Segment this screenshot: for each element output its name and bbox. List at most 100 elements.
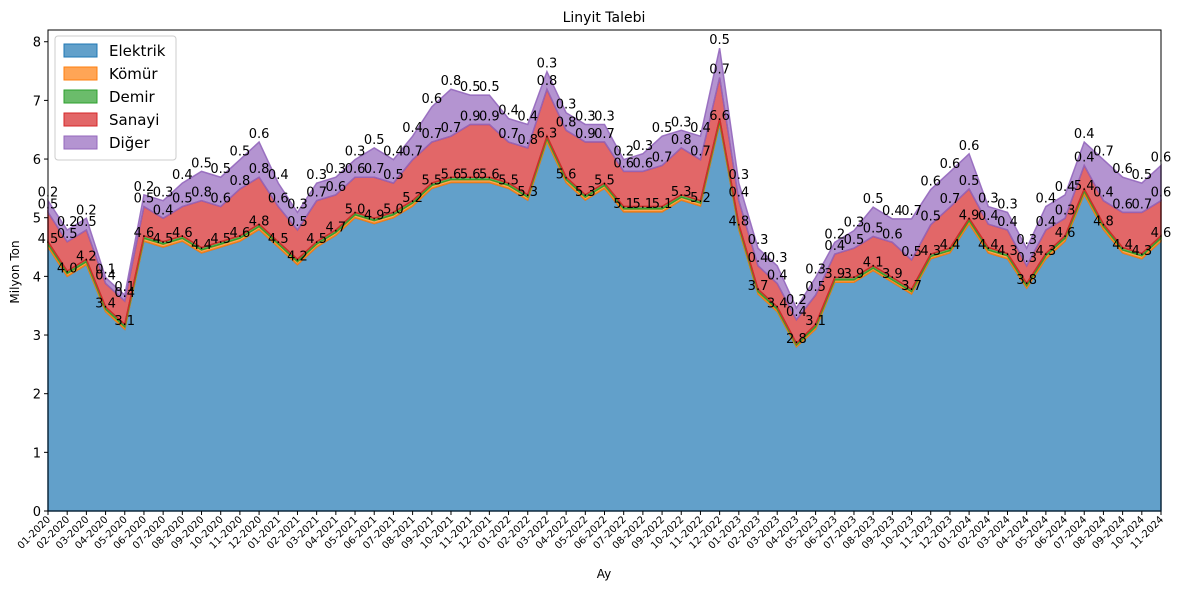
chart-title: Linyit Talebi — [563, 10, 646, 26]
data-label: 0.7 — [306, 186, 327, 201]
data-label: 0.5 — [863, 192, 884, 207]
data-label: 0.7 — [1131, 197, 1152, 212]
data-label: 0.3 — [306, 168, 327, 183]
data-label: 0.3 — [287, 197, 308, 212]
y-tick-label: 2 — [33, 388, 41, 403]
legend-label: Sanayi — [109, 111, 159, 129]
y-axis: 0 1 2 3 4 5 6 7 8 — [33, 36, 48, 520]
data-label: 0.5 — [652, 121, 673, 136]
data-label: 0.5 — [287, 215, 308, 230]
data-label: 0.3 — [978, 192, 999, 207]
data-label: 0.6 — [1112, 162, 1133, 177]
legend: Elektrik Kömür Demir Sanayi Diğer — [54, 35, 177, 161]
data-label: 0.5 — [901, 245, 922, 260]
y-tick-label: 1 — [33, 446, 41, 461]
data-label: 5.5 — [594, 173, 615, 188]
data-label: 0.7 — [652, 151, 673, 166]
data-label: 0.5 — [134, 192, 155, 207]
y-tick-label: 4 — [33, 270, 41, 285]
data-label: 0.8 — [537, 74, 558, 89]
legend-label: Demir — [109, 88, 156, 106]
legend-swatch — [63, 135, 98, 150]
data-label: 0.4 — [767, 268, 788, 283]
legend-swatch — [63, 112, 98, 127]
data-label: 4.3 — [1036, 244, 1057, 259]
data-label: 0.4 — [114, 286, 135, 301]
data-label: 0.8 — [517, 133, 538, 148]
data-label: 0.5 — [479, 80, 500, 95]
data-label: 4.4 — [940, 238, 961, 253]
data-label: 0.3 — [748, 233, 769, 248]
legend-label: Elektrik — [109, 42, 166, 60]
data-label: 0.7 — [421, 127, 442, 142]
data-label: 5.3 — [575, 185, 596, 200]
data-label: 0.8 — [191, 186, 212, 201]
data-label: 0.4 — [1055, 180, 1076, 195]
data-label: 0.1 — [114, 280, 135, 295]
data-label: 0.4 — [402, 121, 423, 136]
data-label: 4.5 — [268, 232, 289, 247]
data-label: 0.2 — [134, 180, 155, 195]
data-label: 0.4 — [728, 186, 749, 201]
data-label: 3.1 — [805, 314, 826, 329]
data-label: 0.7 — [594, 127, 615, 142]
data-label: 0.3 — [805, 263, 826, 278]
data-label: 0.8 — [249, 162, 270, 177]
data-label: 0.5 — [959, 174, 980, 189]
data-label: 3.7 — [748, 279, 769, 294]
data-label: 0.1 — [95, 263, 116, 278]
data-label: 0.8 — [441, 74, 462, 89]
data-label: 0.9 — [479, 109, 500, 124]
data-label: 3.4 — [95, 297, 116, 312]
data-label: 0.3 — [556, 98, 577, 113]
data-label: 6.3 — [537, 126, 558, 141]
data-label: 0.3 — [537, 57, 558, 72]
data-label: 0.6 — [1112, 197, 1133, 212]
data-label: 0.5 — [1131, 168, 1152, 183]
data-label: 4.2 — [287, 250, 308, 265]
data-label: 0.3 — [153, 186, 174, 201]
data-label: 0.3 — [767, 251, 788, 266]
data-label: 0.5 — [844, 233, 865, 248]
data-label: 2.8 — [786, 332, 807, 347]
data-label: 0.3 — [575, 109, 596, 124]
data-label: 5.1 — [652, 197, 673, 212]
data-label: 0.4 — [95, 268, 116, 283]
x-axis: 01-202002-202003-202004-202005-202006-20… — [16, 511, 1166, 552]
data-label: 4.6 — [1055, 226, 1076, 241]
data-label: 0.3 — [997, 197, 1018, 212]
data-label: 0.4 — [517, 109, 538, 124]
data-label: 4.7 — [326, 220, 347, 235]
data-label: 0.5 — [76, 215, 97, 230]
data-label: 0.5 — [172, 192, 193, 207]
data-label: 0.7 — [690, 145, 711, 160]
data-label: 3.9 — [882, 267, 903, 282]
data-label: 4.3 — [1131, 244, 1152, 259]
data-label: 0.2 — [824, 227, 845, 242]
data-label: 0.6 — [268, 192, 289, 207]
data-label: 0.4 — [1074, 127, 1095, 142]
data-label: 0.5 — [57, 227, 78, 242]
data-label: 3.1 — [114, 314, 135, 329]
data-label: 0.6 — [345, 162, 366, 177]
data-label: 5.1 — [633, 197, 654, 212]
data-label: 0.4 — [978, 209, 999, 224]
data-label: 0.4 — [882, 204, 903, 219]
data-label: 0.2 — [76, 203, 97, 218]
data-label: 3.9 — [824, 267, 845, 282]
area-layers — [47, 48, 1162, 512]
data-label: 4.8 — [1093, 214, 1114, 229]
data-label: 0.6 — [421, 92, 442, 107]
y-axis-label: Milyon Ton — [8, 240, 22, 303]
data-label: 5.0 — [383, 203, 404, 218]
y-tick-label: 8 — [33, 36, 41, 51]
data-label: 0.6 — [210, 192, 231, 207]
data-label: 4.1 — [863, 256, 884, 271]
data-label: 4.6 — [172, 226, 193, 241]
data-label: 5.6 — [460, 168, 481, 183]
data-label: 5.5 — [421, 173, 442, 188]
data-label: 0.4 — [498, 104, 519, 119]
data-label: 0.8 — [230, 174, 251, 189]
data-label: 0.3 — [594, 109, 615, 124]
data-label: 0.8 — [556, 115, 577, 130]
